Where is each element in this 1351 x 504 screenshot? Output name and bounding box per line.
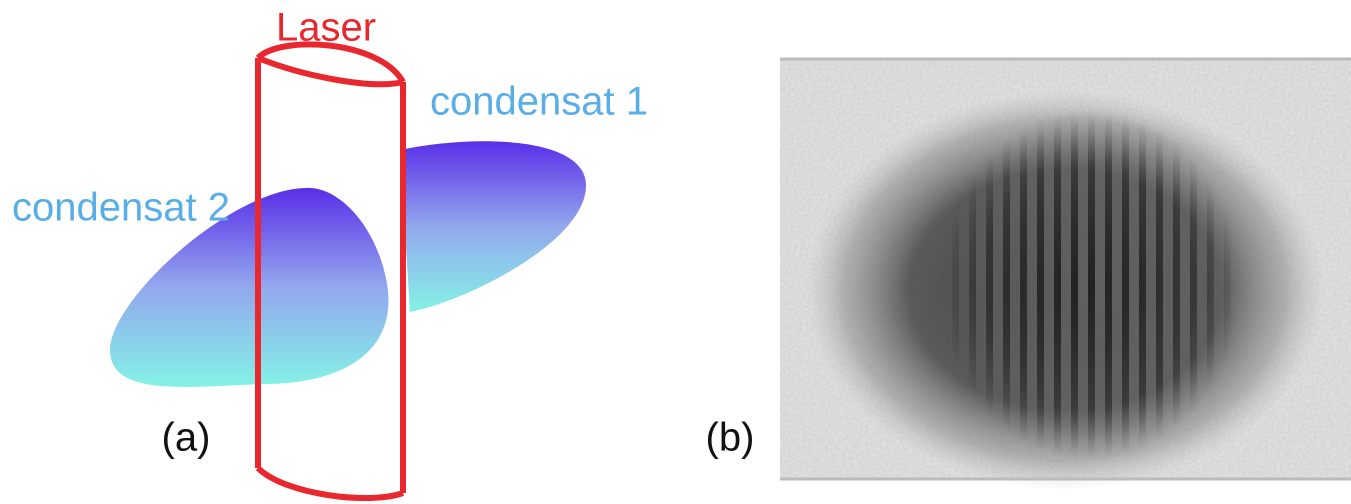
condensate-1-label: condensat 1 xyxy=(430,80,648,124)
condensate-2-label: condensat 2 xyxy=(12,186,230,230)
figure: Laser condensat 1 condensat 2 (a) (b) xyxy=(0,0,1351,504)
interference-image xyxy=(780,58,1351,490)
laser-label: Laser xyxy=(276,6,376,50)
page: Laser condensat 1 condensat 2 (a) (b) ((… xyxy=(0,0,1351,504)
condensate-1-cloud xyxy=(400,141,586,312)
panel-b-label: (b) xyxy=(706,416,755,460)
panel-a-label: (a) xyxy=(162,416,211,460)
